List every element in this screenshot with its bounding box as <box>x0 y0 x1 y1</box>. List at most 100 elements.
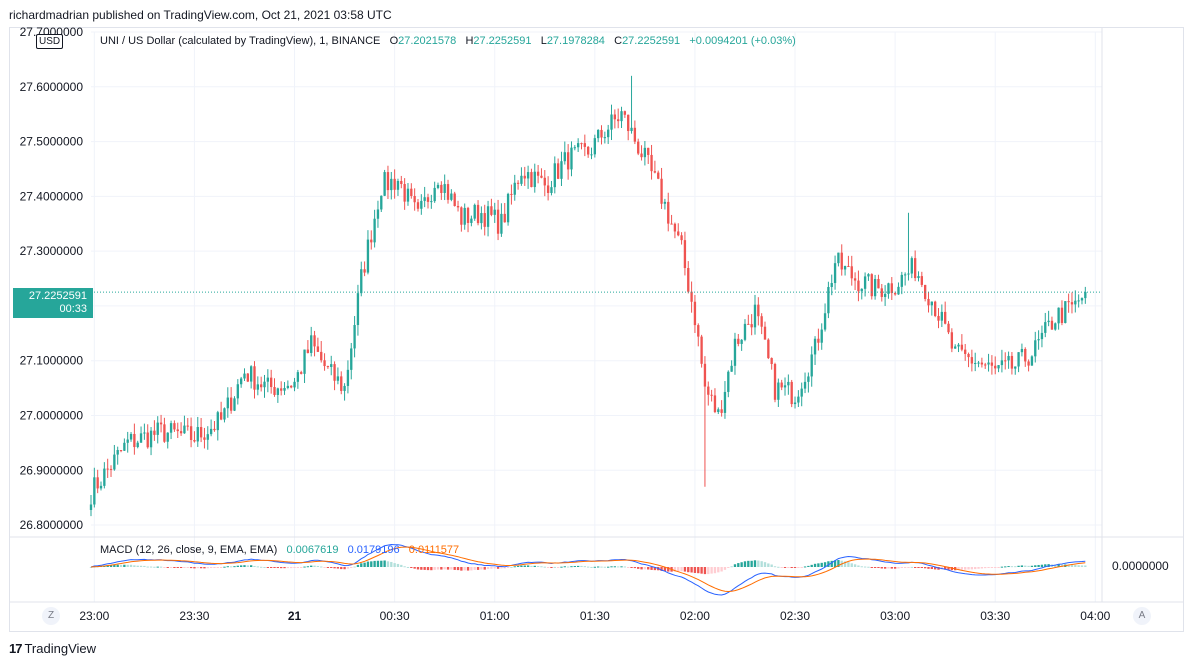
brand[interactable]: 17 TradingView <box>9 641 96 656</box>
macd-hist-bar <box>113 564 116 567</box>
candle <box>633 120 637 145</box>
candle-body <box>873 278 877 297</box>
candle <box>1030 355 1034 366</box>
candle-body <box>433 187 436 202</box>
candle <box>840 244 843 276</box>
candle <box>466 206 470 233</box>
candle <box>530 168 533 188</box>
candle-body <box>193 439 196 442</box>
candle-body <box>159 422 163 425</box>
candle <box>947 321 950 335</box>
candle-body <box>103 468 106 486</box>
candle <box>1080 297 1084 305</box>
macd-hist-bar <box>149 566 153 568</box>
candle <box>510 184 513 205</box>
macd-hist-bar <box>506 567 510 568</box>
candle <box>713 388 717 414</box>
auto-scale-button[interactable]: A <box>1133 607 1151 625</box>
candle <box>583 134 586 157</box>
candle-body <box>637 141 640 154</box>
auto-scale-left-button[interactable]: Z <box>42 607 60 625</box>
candle-body <box>633 127 637 142</box>
macd-hist-bar <box>403 566 406 568</box>
candle-body <box>830 283 833 287</box>
macd-hist-bar <box>540 566 543 568</box>
macd-hist-bar <box>163 567 166 568</box>
macd-hist-bar <box>930 567 933 570</box>
candle <box>780 379 783 391</box>
candle-body <box>827 286 830 314</box>
macd-hist-bar <box>396 563 400 567</box>
candle-body <box>106 468 109 470</box>
macd-hist-bar <box>650 567 653 570</box>
macd-hist-bar <box>680 567 683 572</box>
macd-hist-bar <box>807 565 810 567</box>
candle <box>697 323 700 347</box>
candle-body <box>456 206 460 208</box>
candle-body <box>723 391 727 413</box>
candle <box>997 365 1000 373</box>
candle-body <box>800 388 803 397</box>
macd-hist-bar <box>356 564 360 567</box>
candle <box>707 381 710 406</box>
candle-body <box>643 147 647 158</box>
candle <box>927 292 930 313</box>
macd-hist-bar <box>580 565 583 567</box>
candle <box>917 271 920 282</box>
candle <box>787 374 790 395</box>
candle <box>954 344 957 349</box>
currency-badge[interactable]: USD <box>36 34 64 49</box>
candle-body <box>149 430 153 448</box>
candle-body <box>196 427 199 442</box>
candle-body <box>413 195 416 203</box>
candle-body <box>713 395 717 413</box>
candle-body <box>990 362 994 366</box>
candle-body <box>169 423 173 433</box>
candle-body <box>480 213 483 224</box>
candle <box>500 203 503 237</box>
x-tick-label: 02:00 <box>680 609 710 623</box>
macd-hist-bar <box>193 567 196 569</box>
candle-body <box>783 385 787 388</box>
candle <box>93 467 96 508</box>
candle-body <box>763 326 767 340</box>
candle <box>623 110 627 118</box>
candle <box>600 125 603 145</box>
candle-body <box>176 429 179 432</box>
candle-body <box>700 336 703 364</box>
macd-hist-bar <box>300 567 303 568</box>
candle-body <box>466 207 470 223</box>
candle-body <box>536 171 540 176</box>
macd-hist-bar <box>944 567 947 570</box>
candle-body <box>1027 361 1030 366</box>
candle <box>817 328 820 351</box>
countdown-value: 00:33 <box>59 303 87 315</box>
candle-body <box>246 373 249 382</box>
candle <box>730 360 733 372</box>
candle <box>356 284 360 336</box>
candle <box>950 328 954 353</box>
candle <box>316 337 320 353</box>
candle-body <box>944 311 947 324</box>
candle-body <box>366 239 370 273</box>
candle <box>967 352 970 368</box>
macd-hist-bar <box>917 567 920 568</box>
candle <box>146 424 149 449</box>
candle <box>413 188 416 211</box>
signal-line <box>90 546 1086 593</box>
candle-body <box>560 161 563 179</box>
candle <box>126 431 129 453</box>
candle-body <box>600 129 603 138</box>
candle-body <box>556 163 560 179</box>
macd-hist-bar <box>920 567 923 568</box>
macd-hist-bar <box>737 563 740 567</box>
candle-body <box>1010 355 1014 369</box>
candle <box>420 194 423 215</box>
macd-hist-bar <box>583 566 586 568</box>
candle-body <box>270 377 273 388</box>
macd-hist-bar <box>283 567 286 569</box>
candle-body <box>733 338 737 366</box>
macd-hist-bar <box>757 560 760 567</box>
macd-axis-label: 0.0000000 <box>1112 559 1169 573</box>
